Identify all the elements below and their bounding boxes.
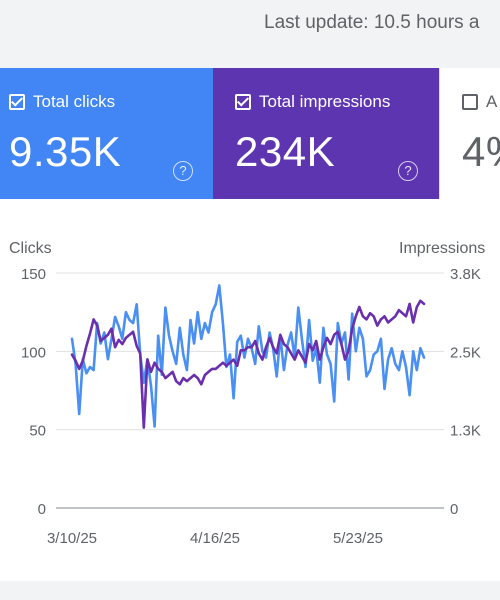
bottom-strip [0,581,500,600]
top-bar: Last update: 10.5 hours a [0,0,500,68]
impressions-series-line [70,299,426,429]
x-tick-label: 3/10/25 [47,530,97,547]
total-clicks-label: Total clicks [33,92,116,111]
right-tick-label: 1.3K [450,423,481,440]
last-update-text: Last update: 10.5 hours a [264,12,480,33]
total-impressions-header: Total impressions [235,92,390,112]
left-tick-label: 150 [21,266,46,283]
right-tick-label: 3.8K [450,266,481,283]
performance-chart-panel: Clicks Impressions 0 0 50 1.3K 100 2.5K 150 3.8… [0,199,500,581]
right-tick-label: 2.5K [450,344,481,361]
average-ctr-value: 4% [462,128,500,175]
total-impressions-checkbox[interactable] [235,94,251,110]
left-axis-title: Clicks [9,240,52,257]
left-tick-label: 0 [38,501,46,518]
total-impressions-value: 234K [235,128,336,175]
total-impressions-label: Total impressions [259,92,391,111]
performance-line-chart[interactable]: 0 0 50 1.3K 100 2.5K 150 3.8K 3/10/25 4/16/25 5/23… [0,199,500,581]
average-ctr-header: A [462,92,497,112]
left-tick-label: 50 [29,423,46,440]
clicks-series-line [70,284,426,428]
left-tick-label: 100 [21,344,46,361]
right-tick-label: 0 [450,501,458,518]
x-tick-label: 5/23/25 [333,530,383,547]
total-clicks-header: Total clicks [9,92,115,112]
total-impressions-help-icon[interactable]: ? [398,161,418,181]
x-tick-label: 4/16/25 [190,530,240,547]
total-clicks-value: 9.35K [9,128,122,175]
right-axis-title: Impressions [399,240,486,257]
total-clicks-help-icon[interactable]: ? [173,161,193,181]
average-ctr-label: A [486,92,498,111]
total-clicks-checkbox[interactable] [9,94,25,110]
total-clicks-card[interactable]: Total clicks 9.35K [0,68,213,199]
average-ctr-checkbox[interactable] [462,94,478,110]
average-ctr-card[interactable]: A 4% [439,68,500,199]
metric-cards: Total clicks 9.35K Total impressions 234… [0,68,500,199]
